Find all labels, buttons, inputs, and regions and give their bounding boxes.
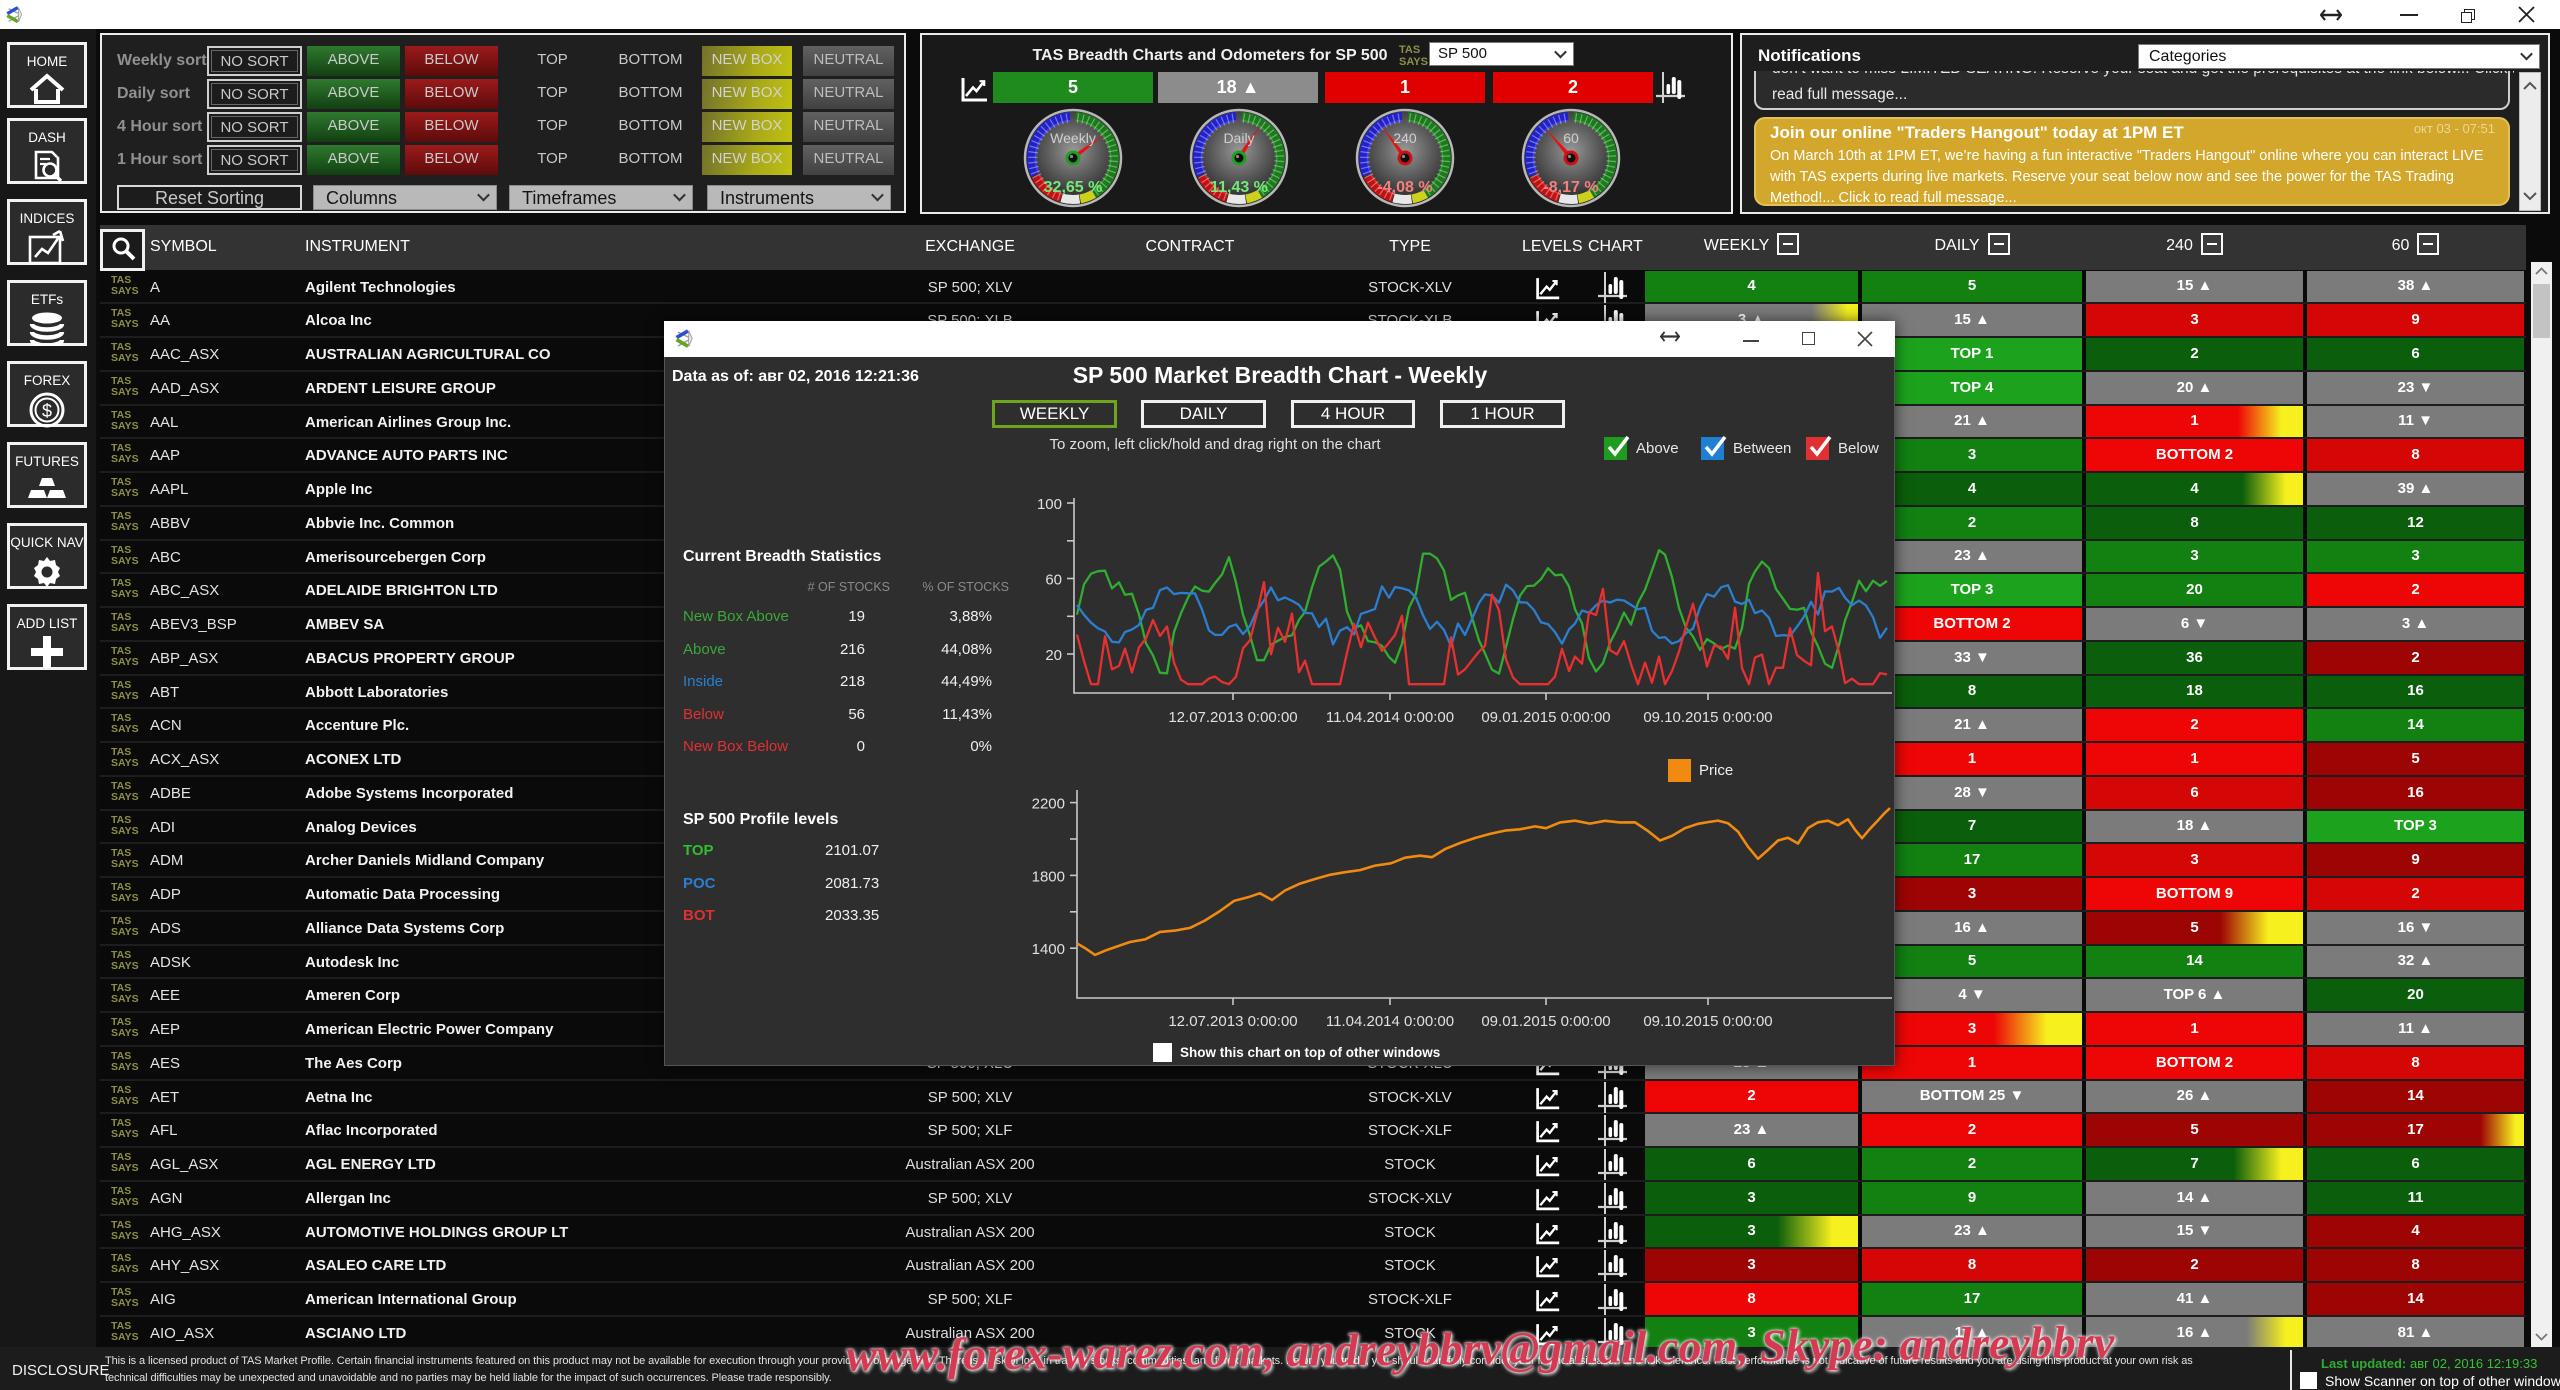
svg-text:60: 60 — [1045, 572, 1062, 589]
svg-text:60: 60 — [1563, 130, 1579, 146]
svg-text:$: $ — [42, 401, 52, 421]
svg-text:11.04.2014 0:00:00: 11.04.2014 0:00:00 — [1326, 1013, 1454, 1030]
svg-text:32,65 %: 32,65 % — [1044, 179, 1103, 196]
svg-text:09.01.2015 0:00:00: 09.01.2015 0:00:00 — [1481, 709, 1610, 726]
svg-text:09.01.2015 0:00:00: 09.01.2015 0:00:00 — [1481, 1013, 1610, 1030]
svg-text:100: 100 — [1037, 496, 1062, 513]
svg-text:09.10.2015 0:00:00: 09.10.2015 0:00:00 — [1643, 709, 1772, 726]
svg-text:20: 20 — [1045, 647, 1062, 664]
svg-text:Daily: Daily — [1223, 130, 1254, 146]
svg-text:1400: 1400 — [1032, 941, 1065, 958]
svg-text:2200: 2200 — [1032, 796, 1065, 813]
svg-text:-4,08 %: -4,08 % — [1377, 179, 1432, 196]
svg-text:11.04.2014 0:00:00: 11.04.2014 0:00:00 — [1326, 709, 1454, 726]
svg-text:-8,17 %: -8,17 % — [1543, 179, 1598, 196]
svg-text:09.10.2015 0:00:00: 09.10.2015 0:00:00 — [1643, 1013, 1772, 1030]
svg-text:12.07.2013 0:00:00: 12.07.2013 0:00:00 — [1168, 709, 1297, 726]
svg-text:11,43 %: 11,43 % — [1210, 179, 1268, 196]
svg-text:12.07.2013 0:00:00: 12.07.2013 0:00:00 — [1168, 1013, 1297, 1030]
svg-text:1800: 1800 — [1032, 868, 1065, 885]
svg-text:240: 240 — [1393, 130, 1417, 146]
svg-text:Weekly: Weekly — [1050, 130, 1096, 146]
